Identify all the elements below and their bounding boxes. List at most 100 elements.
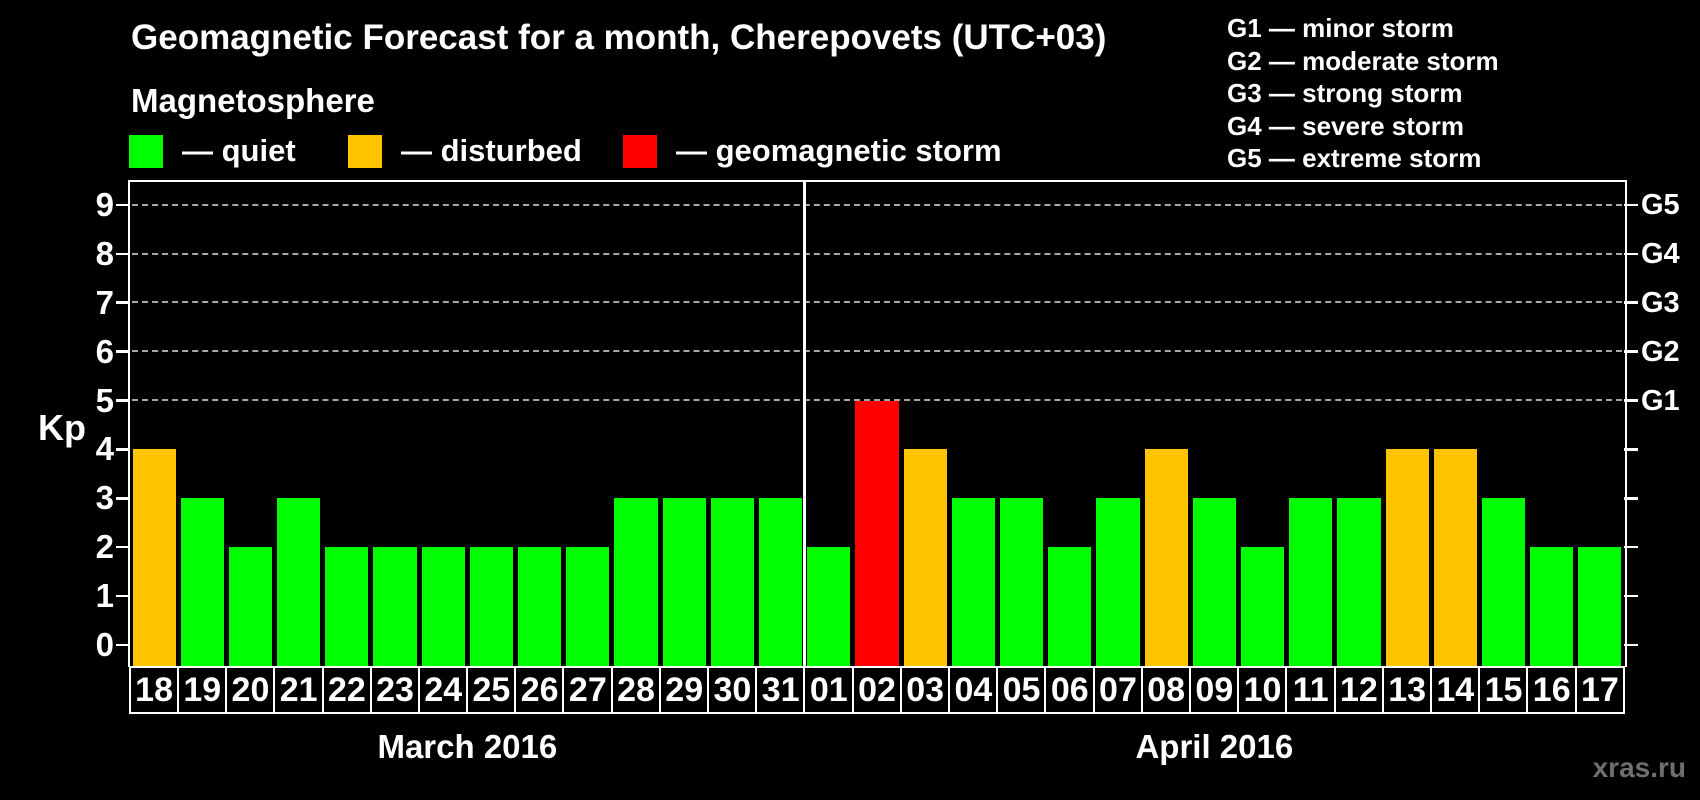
watermark: xras.ru — [1592, 752, 1686, 783]
right-axis-label-g3: G3 — [1641, 286, 1680, 319]
kp-bar-day-13 — [1385, 449, 1429, 667]
y-axis-tick — [116, 350, 130, 353]
date-cell-08: 08 — [1140, 666, 1192, 714]
kp-bar-day-19 — [180, 498, 224, 667]
kp-bar-day-27 — [566, 547, 610, 667]
kp-bar-day-23 — [373, 547, 417, 667]
kp-bar-day-03 — [903, 449, 947, 667]
date-cell-03: 03 — [899, 666, 951, 714]
y-axis-tick — [116, 252, 130, 256]
right-axis-label-g2: G2 — [1641, 335, 1680, 368]
y-axis-tick — [116, 301, 130, 304]
right-axis-label-g4: G4 — [1641, 237, 1680, 270]
right-axis-tick — [1624, 545, 1638, 549]
kp-bar-day-11 — [1289, 498, 1333, 667]
kp-bar-day-17 — [1578, 547, 1622, 667]
kp-bar-day-22 — [325, 547, 369, 667]
kp-bar-day-18 — [132, 449, 176, 667]
y-axis-tick — [116, 203, 130, 207]
plot-area-border — [128, 180, 1627, 667]
month-label: March 2016 — [377, 728, 558, 765]
right-axis-tick — [1624, 448, 1638, 451]
kp-bar-day-31 — [759, 498, 803, 667]
kp-bar-day-14 — [1433, 449, 1477, 667]
date-cell-20: 20 — [225, 666, 276, 714]
gridline-kp9 — [132, 203, 1622, 206]
kp-bar-day-08 — [1144, 449, 1188, 667]
right-axis-tick — [1624, 252, 1638, 256]
month-label: April 2016 — [1135, 728, 1294, 765]
kp-bar-day-21 — [277, 498, 321, 667]
kp-bar-day-29 — [662, 498, 706, 667]
kp-bar-day-20 — [228, 547, 273, 667]
kp-bar-day-26 — [518, 547, 562, 667]
storm-scale-legend: G1 — minor storm G2 — moderate storm G3 … — [1227, 12, 1499, 175]
gridline-kp8 — [132, 252, 1622, 255]
chart-subtitle: Magnetosphere — [131, 82, 375, 119]
y-tick-label: 8 — [95, 234, 114, 272]
kp-bar-day-25 — [469, 547, 514, 667]
kp-bar-day-09 — [1192, 498, 1236, 667]
date-cell-19: 19 — [176, 666, 228, 714]
right-axis-label-g1: G1 — [1641, 384, 1680, 417]
storm-scale-line: G4 — severe storm — [1227, 110, 1465, 141]
y-tick-label: 1 — [95, 577, 114, 615]
kp-bar-day-01 — [807, 547, 851, 667]
y-axis-tick — [116, 643, 130, 647]
y-tick-label: 9 — [95, 185, 114, 223]
date-cell-04: 04 — [948, 666, 999, 714]
kp-bar-day-28 — [614, 498, 658, 667]
kp-bar-day-06 — [1048, 547, 1092, 667]
kp-bar-day-12 — [1337, 498, 1381, 667]
legend-label: — disturbed — [401, 133, 582, 168]
quiet-color-swatch — [129, 134, 163, 168]
date-cell-18: 18 — [128, 666, 180, 714]
y-tick-label: 6 — [95, 332, 114, 370]
y-axis-tick — [116, 399, 130, 402]
date-cell-30: 30 — [707, 666, 758, 714]
date-cell-31: 31 — [755, 666, 806, 714]
y-axis-tick — [116, 497, 130, 500]
date-cell-28: 28 — [610, 666, 662, 714]
date-cell-23: 23 — [369, 666, 421, 714]
right-axis-label-g5: G5 — [1641, 188, 1680, 221]
legend-item-storm: — geomagnetic storm — [623, 133, 1002, 169]
y-tick-label: 2 — [95, 528, 114, 566]
kp-bar-day-05 — [999, 498, 1044, 667]
kp-bar-day-15 — [1481, 498, 1526, 667]
date-cell-16: 16 — [1526, 666, 1578, 714]
right-axis-tick — [1624, 594, 1638, 598]
date-cell-24: 24 — [417, 666, 469, 714]
date-cell-25: 25 — [466, 666, 517, 714]
storm-scale-line: G3 — strong storm — [1227, 78, 1463, 108]
date-cell-22: 22 — [321, 666, 373, 714]
storm-color-swatch — [623, 134, 657, 168]
y-axis-label: Kp — [38, 407, 86, 448]
date-cell-02: 02 — [851, 666, 903, 714]
date-cell-13: 13 — [1381, 666, 1433, 714]
date-cell-10: 10 — [1237, 666, 1288, 714]
y-tick-label: 0 — [95, 626, 114, 663]
date-cell-29: 29 — [658, 666, 710, 714]
kp-bar-day-16 — [1530, 547, 1574, 667]
gridline-kp7 — [132, 301, 1622, 304]
date-cell-07: 07 — [1092, 666, 1144, 714]
storm-scale-line: G2 — moderate storm — [1227, 45, 1499, 76]
kp-bar-day-10 — [1240, 547, 1285, 667]
date-cell-21: 21 — [273, 666, 325, 714]
y-axis-tick — [116, 545, 130, 549]
y-tick-label: 5 — [95, 381, 114, 419]
date-cell-15: 15 — [1478, 666, 1529, 714]
legend-item-disturbed: — disturbed — [348, 133, 582, 169]
page-title: Geomagnetic Forecast for a month, Cherep… — [131, 18, 1107, 57]
storm-scale-line: G5 — extreme storm — [1227, 143, 1482, 173]
date-cell-26: 26 — [514, 666, 565, 714]
kp-bar-day-07 — [1096, 498, 1140, 667]
date-cell-12: 12 — [1333, 666, 1385, 714]
legend-label: — quiet — [182, 133, 296, 168]
date-cell-17: 17 — [1574, 666, 1626, 714]
date-cell-06: 06 — [1044, 666, 1096, 714]
kp-bar-day-30 — [710, 498, 754, 667]
right-axis-tick — [1624, 399, 1638, 402]
